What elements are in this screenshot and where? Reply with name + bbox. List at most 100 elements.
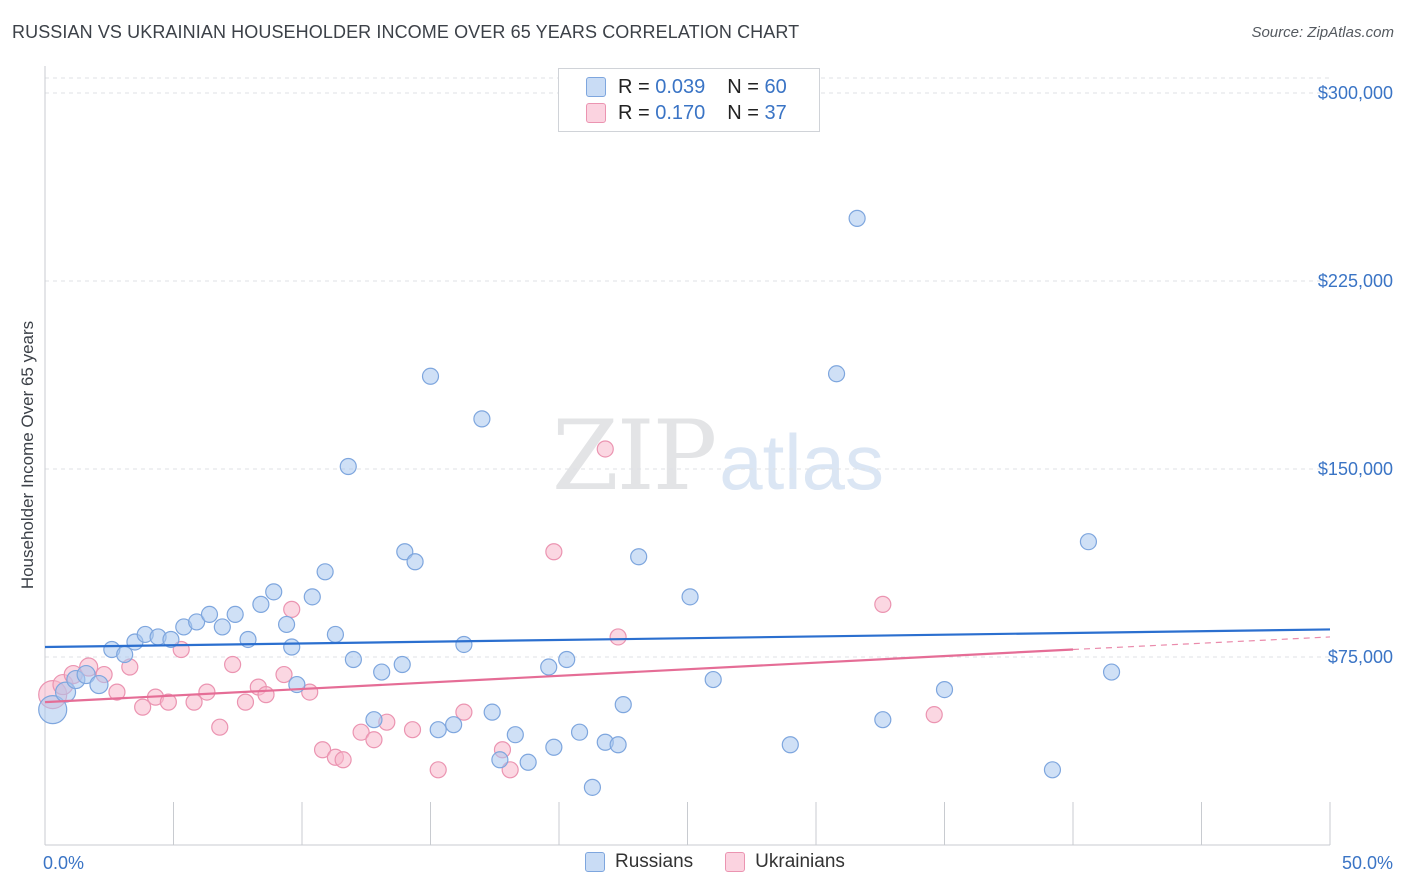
russian-point [781,736,799,754]
watermark-zip: ZIP [552,400,717,512]
ukrainian-point [159,693,177,711]
series-legend: Russians Ukrainians [585,851,877,873]
russian-point [827,365,846,383]
russian-point [704,670,722,689]
y-tick-label: $150,000 [1318,459,1393,479]
ukrainian-point [609,628,627,646]
legend-r-label: R = [618,101,650,124]
russian-point [1079,533,1098,551]
russian-point [188,613,206,631]
ukrainian-point [275,665,293,684]
russian-point [473,410,491,428]
ukrainian-point [874,595,892,613]
ukrainian-point [257,686,275,704]
ukrainian-point [313,741,332,759]
ukrainian-point [334,751,352,769]
russian-point [277,615,296,634]
russian-point [609,736,627,754]
x-tick-label: 0.0% [43,853,84,873]
russian-point [848,209,866,227]
russian-point [630,548,648,566]
russian-point [421,367,440,385]
russian-point [491,751,509,769]
russians-trend-line [44,628,1331,649]
russian-point [162,630,180,649]
legend-n-label: N = [727,75,759,98]
ukrainian-point [352,723,370,741]
russian-point [226,605,244,623]
russian-point [89,674,109,695]
legend-row-ukrainians: R = 0.170 N = 37 [559,100,787,126]
correlation-legend: R = 0.039 N = 60 R = 0.170 N = 37 [558,68,820,132]
ukrainian-point [429,761,447,779]
legend-r-value: 0.039 [655,75,706,98]
russian-point [545,738,563,756]
russian-point [265,583,283,601]
russian-point [935,680,954,699]
russian-point [519,753,537,771]
legend-n-value: 37 [764,101,787,124]
russian-point [396,543,414,561]
russian-point [429,721,447,739]
russian-point [506,726,524,744]
ukrainian-point [108,683,126,701]
series-legend-label: Russians [615,851,694,872]
ukrainians-trend-extension [1072,636,1331,651]
russian-point [303,588,321,606]
russian-point [365,711,383,729]
russian-point [373,663,391,681]
ukrainian-point [403,721,422,739]
series-legend-label: Ukrainians [755,851,845,872]
ukrainian-point [211,718,229,736]
legend-swatch-ukrainians [725,852,746,872]
legend-n-value: 60 [764,75,787,98]
russian-point [570,723,589,741]
chart-title: RUSSIAN VS UKRAINIAN HOUSEHOLDER INCOME … [12,22,800,42]
ukrainians-trend-line [44,648,1074,704]
ukrainian-point [134,698,152,716]
legend-n-label: N = [727,101,759,124]
russian-point [339,457,357,476]
y-tick-label: $225,000 [1318,271,1393,291]
russian-point [445,716,463,734]
ukrainian-point [596,440,614,458]
russian-point [283,638,301,656]
y-tick-label: $300,000 [1318,83,1393,103]
ukrainian-point [283,600,301,618]
russian-point [681,588,699,606]
russian-point [558,650,576,669]
russian-point [326,625,345,644]
russian-point [344,650,362,669]
russian-point [483,703,501,721]
series-legend-item-russians[interactable]: Russians [585,851,693,873]
y-tick-label: $75,000 [1328,647,1393,667]
ukrainian-point [925,706,943,724]
legend-swatch-russians [586,77,606,97]
legend-swatch-russians [585,852,605,872]
ukrainian-point [224,655,242,674]
watermark: ZIPatlas [552,400,884,512]
legend-r-label: R = [618,75,650,98]
russian-point [316,563,334,581]
watermark-atlas: atlas [719,418,884,506]
ukrainian-point [455,703,473,721]
ukrainian-point [198,683,216,701]
russian-point [406,553,424,571]
x-tick-label: 50.0% [1342,853,1393,873]
russian-point [455,635,473,654]
russian-point [76,664,96,685]
russian-point [874,711,892,729]
legend-r-value: 0.170 [655,101,706,124]
ukrainian-point [501,761,519,779]
russian-point [583,778,602,796]
russian-point [393,655,411,674]
russian-point [540,658,558,676]
russian-point [213,618,231,636]
ukrainian-point [545,543,563,561]
russian-point [1102,663,1121,681]
series-legend-item-ukrainians[interactable]: Ukrainians [725,851,845,873]
russian-point [252,595,270,613]
russian-point [200,605,219,623]
ukrainian-point [365,731,383,749]
